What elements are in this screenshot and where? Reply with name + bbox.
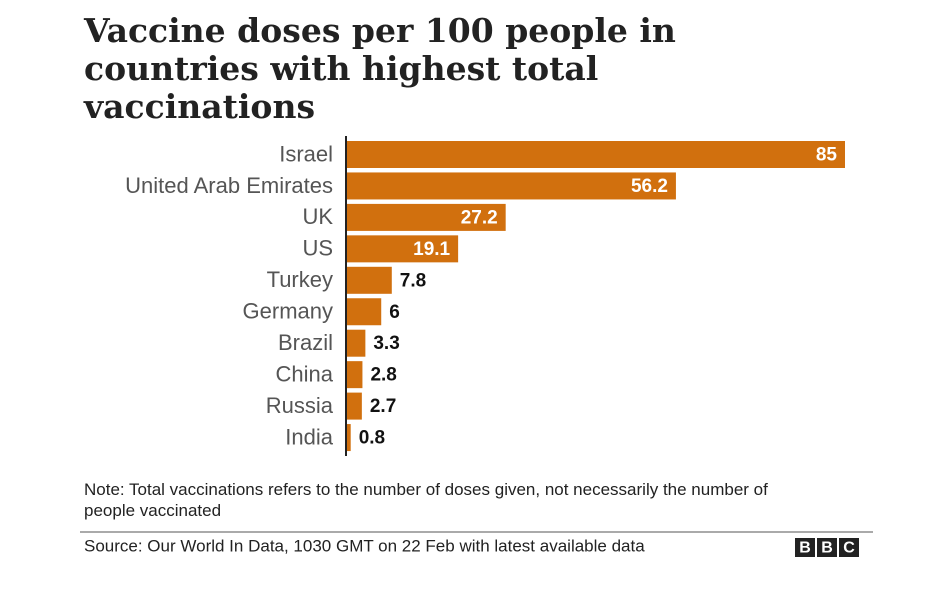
text-line: countries with highest total [84, 49, 598, 88]
bar [346, 235, 459, 263]
value-label: 56.2 [631, 176, 668, 197]
source: Source: Our World In Data, 1030 GMT on 2… [84, 536, 645, 555]
bar [346, 298, 382, 326]
category-label: US [302, 236, 333, 261]
category-label: Germany [243, 299, 333, 324]
text-line: vaccinations [83, 87, 315, 126]
bar [346, 392, 362, 420]
chart-title: Vaccine doses per 100 people in countries… [83, 11, 676, 126]
logo-box [817, 538, 837, 557]
value-label: 19.1 [413, 239, 450, 260]
logo-letter: B [799, 540, 811, 557]
value-label: 2.7 [370, 396, 396, 417]
bar [346, 424, 351, 452]
bar [346, 141, 845, 168]
bar [346, 329, 366, 357]
note: Note: Total vaccinations refers to the n… [84, 480, 768, 520]
logo-box [839, 538, 859, 557]
logo-box [795, 538, 815, 557]
logo-letter: C [843, 540, 855, 557]
category-label: UK [302, 204, 333, 229]
text-line: Vaccine doses per 100 people in [83, 11, 676, 50]
bar [346, 266, 392, 294]
value-label: 2.8 [370, 365, 396, 386]
bar [346, 172, 676, 200]
category-label: India [285, 424, 333, 449]
category-label: United Arab Emirates [125, 173, 333, 198]
value-label: 3.3 [373, 333, 399, 354]
text-line: Note: Total vaccinations refers to the n… [84, 480, 768, 499]
category-label: China [276, 361, 334, 386]
logo-letter: B [821, 540, 833, 557]
value-label: 0.8 [359, 428, 385, 449]
text-line: people vaccinated [84, 501, 221, 520]
value-label: 27.2 [461, 207, 498, 228]
value-label: 6 [389, 302, 400, 323]
bar [346, 203, 506, 231]
value-label: 7.8 [400, 270, 426, 291]
category-label: Russia [266, 393, 334, 418]
category-label: Israel [279, 141, 333, 166]
category-label: Brazil [278, 330, 333, 355]
category-label: Turkey [267, 267, 333, 292]
value-label: 85 [816, 145, 838, 166]
bar [346, 361, 363, 389]
